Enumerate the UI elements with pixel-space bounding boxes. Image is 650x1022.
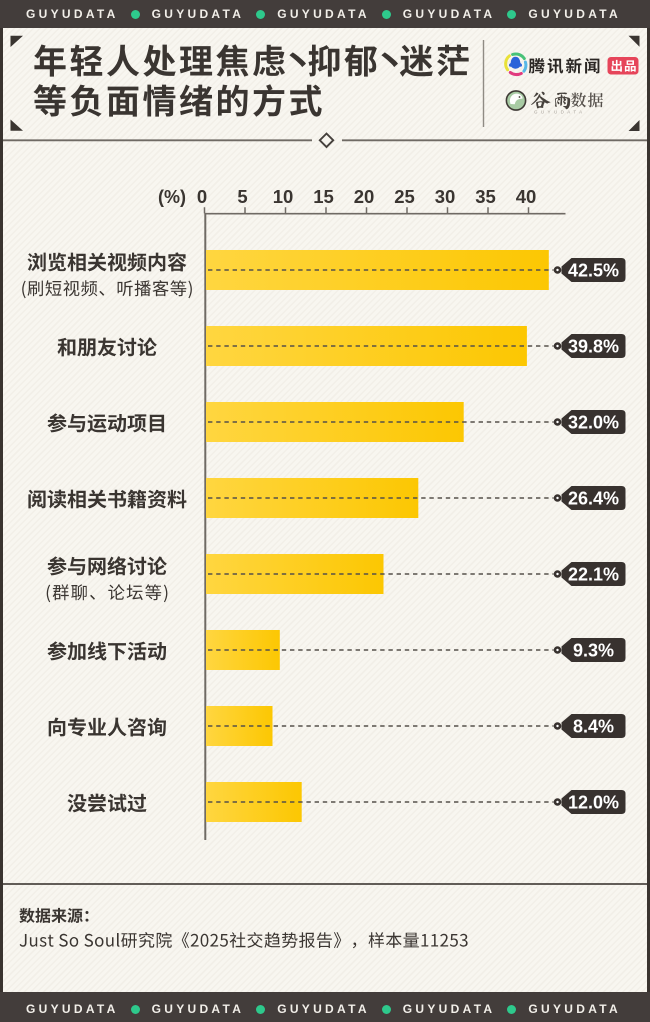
svg-text:(%): (%)	[158, 187, 186, 207]
svg-text:39.8%: 39.8%	[568, 337, 619, 357]
svg-text:0: 0	[197, 186, 207, 207]
svg-text:26.4%: 26.4%	[568, 489, 619, 509]
svg-text:GUYUDATA: GUYUDATA	[534, 110, 586, 115]
svg-text:25: 25	[394, 186, 415, 207]
svg-text:35: 35	[475, 186, 496, 207]
svg-text:42.5%: 42.5%	[568, 261, 619, 281]
svg-text:12.0%: 12.0%	[568, 793, 619, 813]
svg-text:5: 5	[237, 186, 247, 207]
svg-text:22.1%: 22.1%	[568, 565, 619, 585]
svg-text:32.0%: 32.0%	[568, 413, 619, 433]
svg-text:20: 20	[354, 186, 375, 207]
svg-text:30: 30	[435, 186, 456, 207]
svg-text:10: 10	[273, 186, 294, 207]
svg-text:15: 15	[313, 186, 334, 207]
svg-text:9.3%: 9.3%	[573, 641, 614, 661]
svg-text:8.4%: 8.4%	[573, 717, 614, 737]
svg-text:40: 40	[516, 186, 537, 207]
